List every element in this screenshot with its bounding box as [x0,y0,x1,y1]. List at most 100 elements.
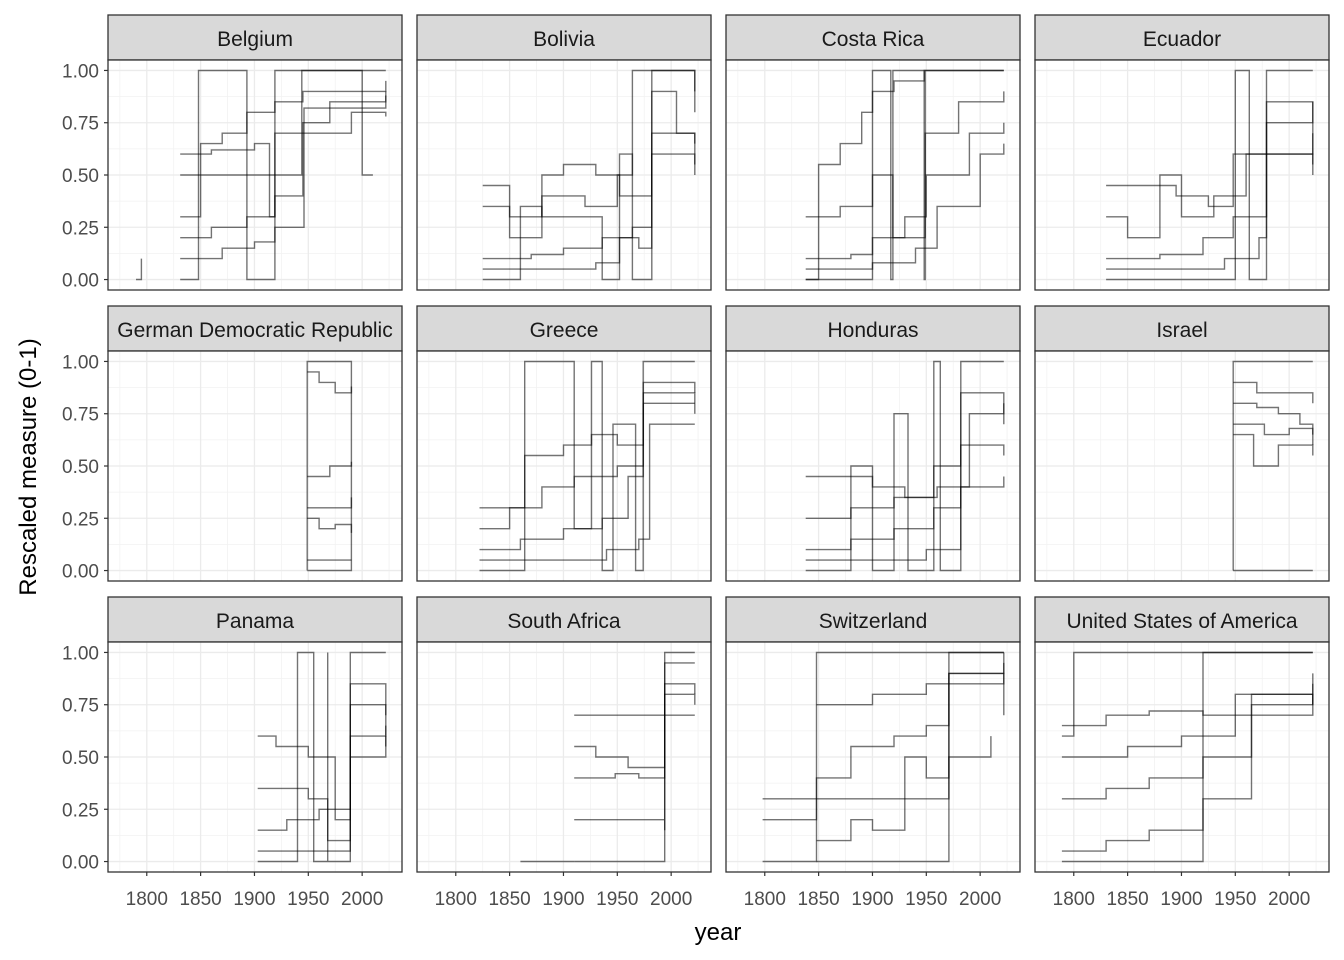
series-line [307,461,353,478]
facet-panel: Costa Rica [725,14,1021,291]
series-line [1233,423,1314,436]
facet-strip [725,596,1021,643]
facet-panel: Switzerland 1800 1850 1900 1950 2000 [725,596,1021,910]
series-line [805,360,1004,572]
facet-strip-label: Panama [216,610,295,633]
series-line [136,258,143,281]
x-tick-label: 2000 [1268,889,1310,910]
series-line [816,736,992,842]
series-line [479,360,695,572]
series-line [805,444,1005,551]
x-tick-label: 1900 [851,889,893,910]
series-line [762,651,1004,863]
x-tick-label: 1800 [126,889,168,910]
facet-strip [1034,14,1330,61]
x-tick-label: 2000 [959,889,1001,910]
panel-border [725,59,1021,291]
x-tick-label: 1800 [1053,889,1095,910]
panel-border [416,350,712,582]
y-axis-title: Rescaled measure (0-1) [15,338,42,595]
x-tick-label: 1950 [905,889,947,910]
series-line [257,736,387,852]
panel-border [1034,350,1330,582]
series-line [307,517,353,533]
series-line [1233,381,1314,404]
x-tick-label: 1850 [488,889,530,910]
series-line [257,704,387,821]
facet-panel: Bolivia [416,14,712,291]
panel-border [725,350,1021,582]
series-line [1232,360,1313,571]
series-line [574,693,696,779]
series-line [257,683,387,842]
x-tick-label: 1900 [233,889,275,910]
facet-strip-label: South Africa [507,610,621,633]
y-tick-label: 0.75 [62,114,99,135]
y-tick-label: 0.75 [62,696,99,717]
series-line [307,371,353,394]
facet-panel: Honduras [725,305,1021,582]
facet-strip-label: German Democratic Republic [117,319,392,342]
facet-strip [416,596,712,643]
y-tick-label: 1.00 [62,61,99,82]
x-tick-label: 1900 [1160,889,1202,910]
facet-strip [725,305,1021,352]
facet-panel: Ecuador [1034,14,1330,291]
facet-strip-label: Honduras [827,319,918,342]
y-tick-label: 1.00 [62,352,99,373]
series-line [805,476,1005,561]
series-line [574,683,696,769]
y-tick-label: 0.50 [62,166,99,187]
x-tick-label: 2000 [650,889,692,910]
series-line [180,91,387,218]
y-tick-label: 0.50 [62,748,99,769]
series-line [482,69,696,239]
series-line [482,90,696,218]
facet-panel: Belgium 0.00 0.25 0.50 0.75 1.00 [62,14,403,292]
x-tick-label: 1950 [596,889,638,910]
x-tick-label: 2000 [341,889,383,910]
series-line [1061,694,1314,800]
x-tick-label: 1900 [542,889,584,910]
x-tick-label: 1950 [1214,889,1256,910]
series-line [1106,101,1314,208]
y-tick-label: 0.00 [62,271,99,292]
series-line [1106,133,1314,239]
x-tick-label: 1800 [435,889,477,910]
facet-strip-label: Israel [1156,319,1207,342]
y-tick-label: 0.00 [62,853,99,874]
panel-border [1034,59,1330,291]
series-line [805,69,1004,281]
series-line [479,381,696,530]
facet-strip [1034,596,1330,643]
facet-strip-label: Greece [530,319,599,342]
facet-strip [107,14,403,61]
y-tick-label: 0.50 [62,457,99,478]
series-line [482,132,696,260]
x-tick-label: 1850 [1106,889,1148,910]
series-line [805,403,1005,519]
y-tick-label: 0.25 [62,218,99,239]
facet-strip [1034,305,1330,352]
facet-strip [725,14,1021,61]
series-line [257,725,387,831]
facet-panel: German Democratic Republic 0.00 0.25 0.50 0.… [62,305,403,583]
series-line [180,111,387,260]
series-line [307,497,353,509]
series-line [816,652,1005,706]
y-tick-label: 0.25 [62,509,99,530]
x-tick-label: 1850 [797,889,839,910]
series-line [180,69,373,176]
series-line [1061,683,1314,758]
y-tick-label: 1.00 [62,643,99,664]
series-line [1106,101,1314,270]
series-line [479,423,695,561]
series-line [1061,673,1314,852]
series-line [805,122,1005,260]
x-tick-label: 1850 [179,889,221,910]
facet-panel: Panama 0.00 0.25 0.50 0.75 1.00 1800 1850 1900 19… [62,596,403,910]
series-line [482,153,696,270]
facet-panel: Greece [416,305,712,582]
series-line [1233,402,1314,446]
facet-panel: Israel [1034,305,1330,582]
